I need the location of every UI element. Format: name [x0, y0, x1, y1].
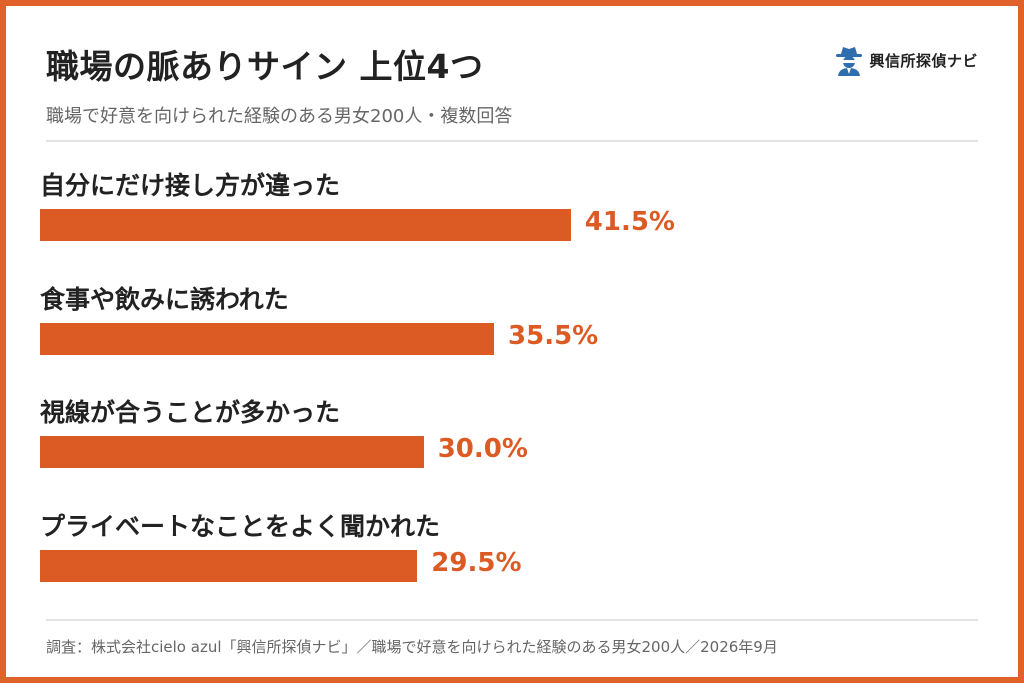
- bar: [40, 322, 495, 355]
- header-divider: [46, 140, 978, 142]
- category-label: 視線が合うことが多かった: [40, 398, 341, 427]
- page-title: 職場の脈ありサイン 上位4つ: [46, 47, 484, 86]
- footer-divider: [46, 619, 978, 621]
- brand-logo: 興信所探偵ナビ: [835, 44, 978, 76]
- value-label: 30.0%: [437, 434, 528, 464]
- category-label: 食事や飲みに誘われた: [40, 284, 289, 314]
- bar: [40, 549, 418, 582]
- brand-name: 興信所探偵ナビ: [869, 51, 978, 70]
- value-label: 35.5%: [508, 320, 599, 351]
- bar: [40, 436, 424, 468]
- source-note: 調査：株式会社cielo azul「興信所探偵ナビ」／職場で好意を向けられた経験…: [46, 638, 778, 656]
- value-label: 41.5%: [584, 207, 675, 237]
- category-label: プライベートなことをよく聞かれた: [40, 511, 441, 541]
- category-label: 自分にだけ接し方が違った: [40, 171, 341, 200]
- page-subtitle: 職場で好意を向けられた経験のある男女200人・複数回答: [46, 106, 513, 127]
- bar: [40, 209, 571, 241]
- value-label: 29.5%: [431, 547, 522, 578]
- detective-icon: [836, 47, 863, 76]
- bar-chart: 自分にだけ接し方が違った 41.5% 食事や飲みに誘われた 35.5% 視線が合うことが…: [6, 6, 1024, 689]
